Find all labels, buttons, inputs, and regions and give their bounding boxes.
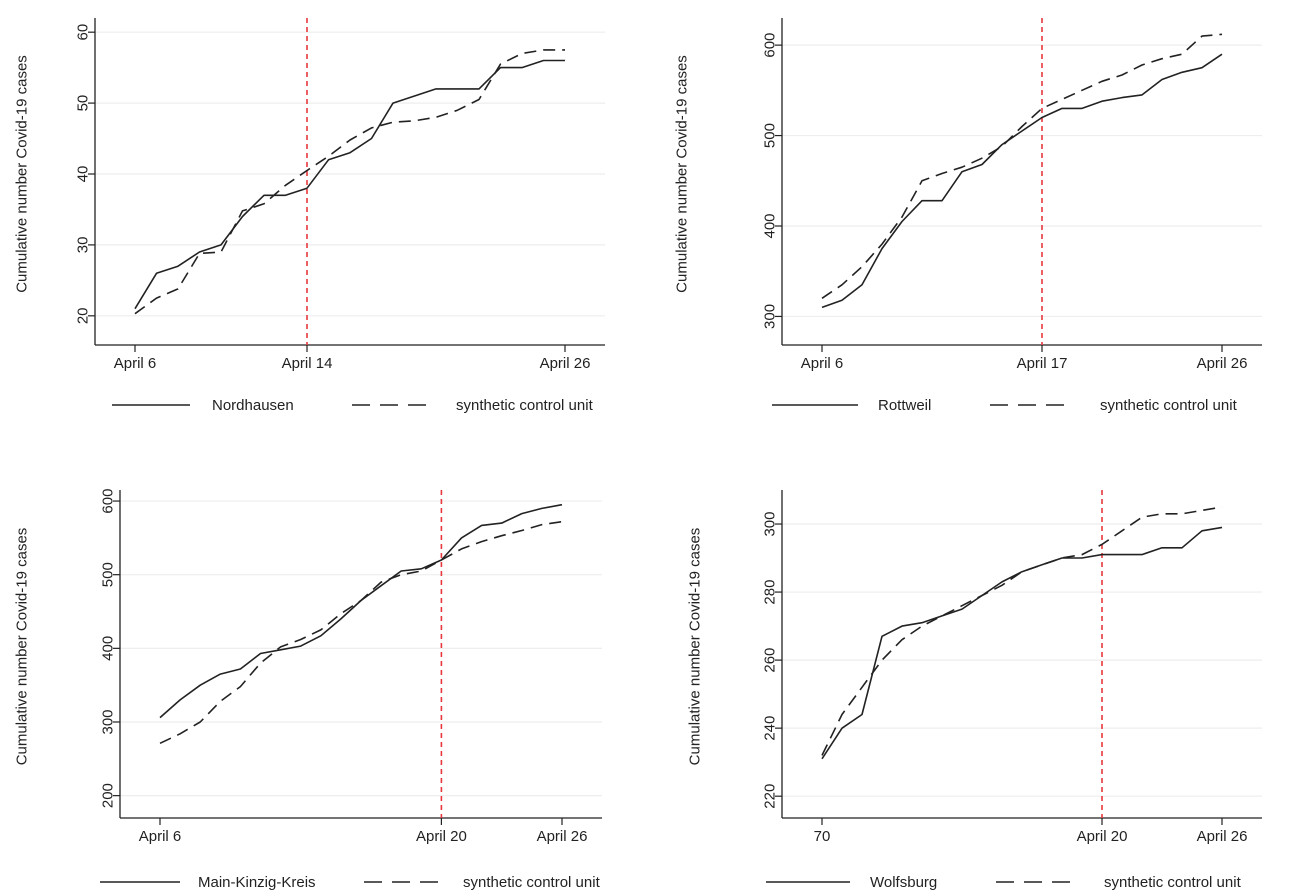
legend-label-nordhausen: Nordhausen xyxy=(212,397,294,414)
series-line-rottweil xyxy=(821,53,1223,309)
y-tick-label: 280 xyxy=(762,580,779,605)
y-tick-label: 220 xyxy=(762,784,779,809)
x-tick-label: April 6 xyxy=(801,355,844,372)
y-tick-label: 400 xyxy=(762,213,779,238)
y-tick-label: 40 xyxy=(75,166,92,183)
legend-label-synthetic-control-unit: synthetic control unit xyxy=(463,874,601,891)
series-line-synthetic-control-unit xyxy=(821,33,1223,299)
y-axis-title: Cumulative number Covid-19 cases xyxy=(14,528,31,766)
x-tick-label: April 20 xyxy=(1077,828,1128,845)
x-tick-label: April 26 xyxy=(1197,828,1248,845)
series-line-wolfsburg xyxy=(821,526,1223,760)
y-tick-label: 600 xyxy=(100,489,117,514)
y-tick-label: 20 xyxy=(75,307,92,324)
y-tick-label: 260 xyxy=(762,648,779,673)
chart-panel-nordhausen: 20 30 40 50 60 April 6 April 14 April 26 Cumulat… xyxy=(14,18,605,414)
chart-panel-rottweil: 300 400 500 600 April 6 April 17 April 26 Cumul… xyxy=(674,18,1262,414)
legend-label-synthetic-control-unit: synthetic control unit xyxy=(1100,397,1238,414)
legend-label-rottweil: Rottweil xyxy=(878,397,931,414)
legend-label-wolfsburg: Wolfsburg xyxy=(870,874,937,891)
y-tick-label: 600 xyxy=(762,33,779,58)
x-tick-label: April 6 xyxy=(139,828,182,845)
chart-panel-main-kinzig-kreis: 200 300 400 500 600 April 6 April 20 April 26 Cu… xyxy=(14,489,602,891)
x-tick-label: 70 xyxy=(814,828,831,845)
legend-label-main-kinzig-kreis: Main-Kinzig-Kreis xyxy=(198,874,316,891)
series-line-main-kinzig-kreis xyxy=(159,503,563,719)
y-tick-label: 300 xyxy=(762,512,779,537)
y-tick-label: 240 xyxy=(762,716,779,741)
legend-label-synthetic-control-unit: synthetic control unit xyxy=(1104,874,1242,891)
x-tick-label: April 17 xyxy=(1017,355,1068,372)
y-axis-title: Cumulative number Covid-19 cases xyxy=(687,528,704,766)
series-line-synthetic-control-unit xyxy=(134,49,565,315)
x-tick-label: April 26 xyxy=(1197,355,1248,372)
series-line-nordhausen xyxy=(134,59,565,310)
y-axis-title: Cumulative number Covid-19 cases xyxy=(674,55,691,293)
y-tick-label: 300 xyxy=(762,304,779,329)
series-line-synthetic-control-unit xyxy=(159,520,563,745)
y-tick-label: 500 xyxy=(762,123,779,148)
x-tick-label: April 14 xyxy=(282,355,333,372)
y-tick-label: 200 xyxy=(100,783,117,808)
x-tick-label: April 26 xyxy=(540,355,591,372)
y-tick-label: 60 xyxy=(75,24,92,41)
x-tick-label: April 6 xyxy=(114,355,157,372)
y-axis-title: Cumulative number Covid-19 cases xyxy=(14,55,31,293)
x-tick-label: April 20 xyxy=(416,828,467,845)
y-tick-label: 30 xyxy=(75,237,92,254)
y-tick-label: 400 xyxy=(100,636,117,661)
x-tick-label: April 26 xyxy=(537,828,588,845)
y-tick-label: 50 xyxy=(75,95,92,112)
y-tick-label: 500 xyxy=(100,562,117,587)
series-line-synthetic-control-unit xyxy=(821,506,1223,756)
legend-label-synthetic-control-unit: synthetic control unit xyxy=(456,397,594,414)
y-tick-label: 300 xyxy=(100,709,117,734)
chart-panel-wolfsburg: 220 240 260 280 300 70 April 20 April 26 Cumulat… xyxy=(687,490,1262,891)
